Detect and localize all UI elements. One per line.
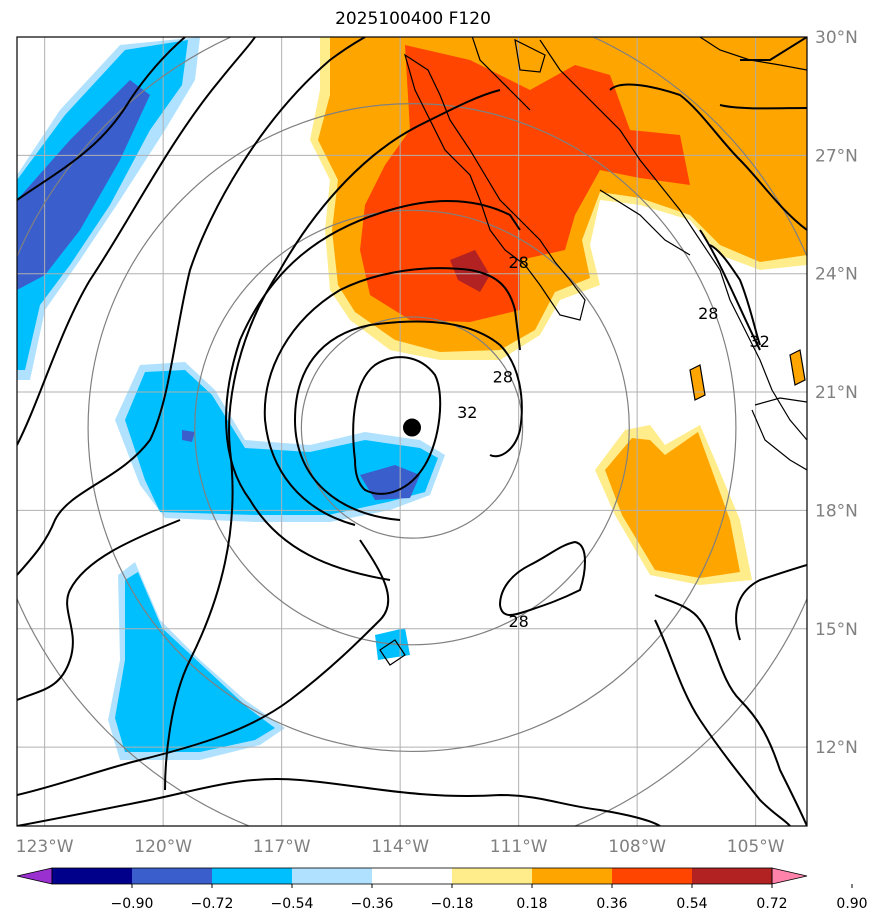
positive-shading-se-orange — [605, 432, 740, 578]
colorbar-label: −0.18 — [431, 896, 474, 912]
shaded-field — [17, 37, 807, 760]
contour-label: 28 — [508, 612, 528, 631]
range-ring — [87, 103, 737, 753]
range-rings — [17, 37, 807, 826]
latitude-label: 15°N — [815, 620, 858, 640]
contour-label: 28 — [698, 304, 718, 323]
negative-shading-center-cyan — [125, 370, 438, 515]
colorbar-segment — [292, 868, 372, 884]
map-frame — [16, 36, 808, 827]
colorbar-label: −0.90 — [111, 896, 154, 912]
range-ring — [194, 209, 630, 646]
colorbar-segment — [532, 868, 612, 884]
colorbar-label: −0.36 — [351, 896, 394, 912]
contour-label: 28 — [508, 253, 528, 272]
negative-shading-center-blue-2 — [182, 430, 195, 442]
colorbar-segment — [612, 868, 692, 884]
map-area — [17, 37, 807, 826]
contour-label: 32 — [749, 332, 769, 351]
contour-lines — [17, 37, 807, 826]
colorbar-label: 0.18 — [516, 896, 547, 912]
coastline — [379, 37, 807, 666]
latitude-tick-labels: 30°N 27°N 24°N 21°N 18°N 15°N 12°N — [815, 28, 858, 758]
colorbar-extend-min — [16, 867, 53, 885]
contour-label: 32 — [457, 403, 477, 422]
latitude-label: 18°N — [815, 501, 858, 521]
longitude-label: 117°W — [253, 837, 311, 857]
colorbar-segment — [372, 868, 452, 884]
negative-shading-center-blue — [360, 465, 420, 500]
negative-shading-cyan — [17, 40, 188, 370]
colorbar-segment — [692, 868, 772, 884]
colorbar-outline — [51, 867, 773, 885]
colorbar-label: −0.54 — [271, 896, 314, 912]
colorbar-label: 0.72 — [756, 896, 787, 912]
contour-labels: 28 28 32 28 28 32 — [457, 253, 770, 631]
colorbar-label: 0.54 — [676, 896, 707, 912]
longitude-label: 114°W — [371, 837, 429, 857]
contour-label: 28 — [493, 367, 513, 386]
colorbar-label: −0.72 — [191, 896, 234, 912]
latitude-label: 12°N — [815, 738, 858, 758]
longitude-label: 123°W — [16, 837, 74, 857]
colorbar-segment — [52, 868, 132, 884]
colorbar — [16, 867, 808, 885]
latitude-label: 27°N — [815, 146, 858, 166]
latitude-label: 21°N — [815, 383, 858, 403]
figure-title: 2025100400 F120 — [335, 9, 491, 29]
range-ring — [300, 316, 524, 539]
longitude-label: 120°W — [134, 837, 192, 857]
storm-center-marker — [403, 418, 421, 437]
colorbar-extend-max — [771, 867, 808, 885]
longitude-label: 111°W — [490, 837, 548, 857]
negative-shading-sw-cyan — [115, 572, 275, 752]
colorbar-segment — [452, 868, 532, 884]
latitude-label: 30°N — [815, 28, 858, 48]
longitude-tick-labels: 123°W 120°W 117°W 114°W 111°W 108°W 105°W — [16, 837, 785, 857]
colorbar-segment — [132, 868, 212, 884]
colorbar-tick-labels: −0.90 −0.72 −0.54 −0.36 −0.18 0.18 0.36 0.54 0.7… — [111, 884, 868, 912]
colorbar-label: 0.90 — [836, 896, 867, 912]
colorbar-label: 0.36 — [596, 896, 627, 912]
longitude-label: 108°W — [608, 837, 666, 857]
colorbar-segment — [212, 868, 292, 884]
negative-shading-blue — [17, 80, 150, 290]
longitude-label: 105°W — [727, 837, 785, 857]
latitude-label: 24°N — [815, 265, 858, 285]
